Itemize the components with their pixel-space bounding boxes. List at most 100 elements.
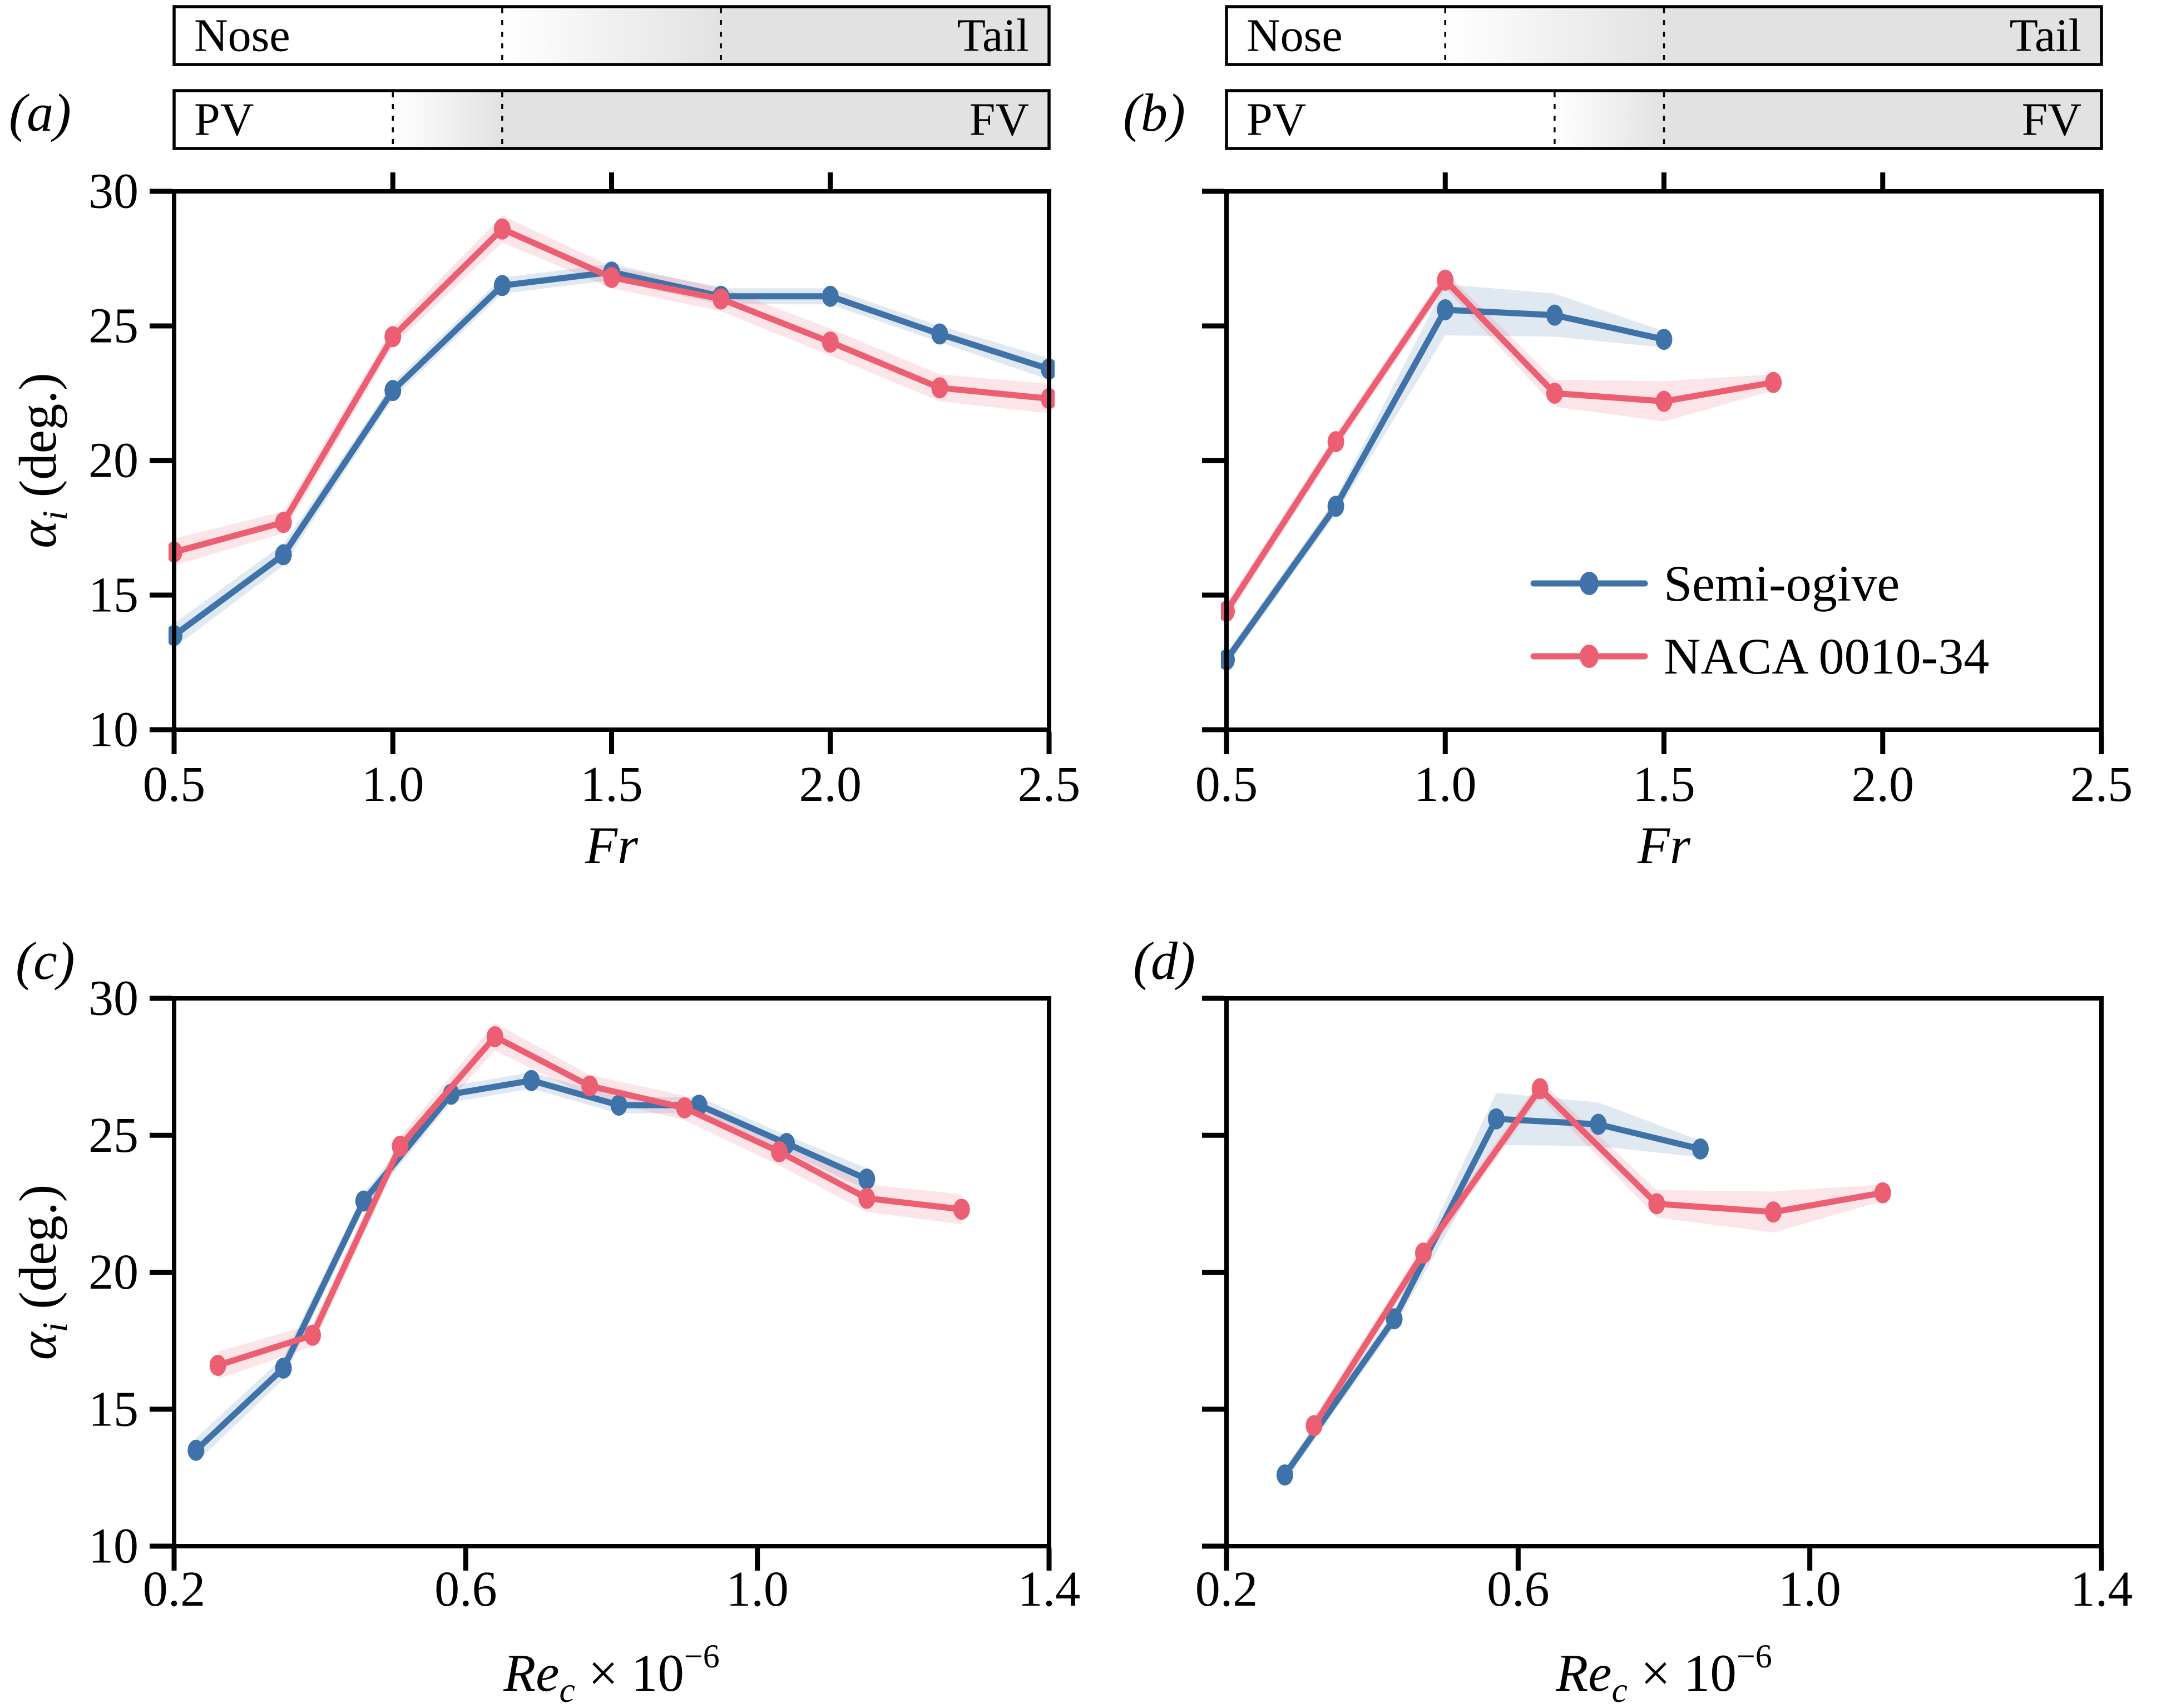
data-point-red — [1531, 1078, 1549, 1100]
x-axis-label-sup: −6 — [1737, 1638, 1772, 1675]
y-tick-label: 15 — [88, 568, 139, 623]
x-tick-label: 1.0 — [1778, 1562, 1841, 1617]
data-point-blue — [822, 285, 839, 307]
panel-letter: (a) — [9, 83, 71, 142]
data-point-red — [858, 1187, 876, 1209]
data-point-blue — [384, 380, 402, 402]
data-point-red — [770, 1141, 788, 1162]
x-axis-label-var: Re — [503, 1643, 559, 1702]
y-axis-label: αi (deg.) — [8, 373, 75, 548]
data-point-red — [931, 377, 948, 399]
data-point-red — [209, 1354, 226, 1376]
y-tick-label: 10 — [88, 1519, 139, 1574]
y-axis-label-sub: i — [35, 511, 75, 521]
x-axis-label-sub: c — [559, 1670, 575, 1708]
bar-right-label: FV — [970, 94, 1029, 146]
data-point-blue — [1546, 304, 1563, 326]
series-band-blue — [196, 1072, 867, 1463]
x-tick-label: 0.5 — [143, 757, 206, 812]
bar-left-label: PV — [1247, 94, 1306, 146]
data-point-red — [1765, 1201, 1782, 1223]
series-line-blue — [1282, 1116, 1704, 1478]
data-point-red — [275, 512, 292, 533]
legend-marker — [1580, 645, 1599, 668]
y-tick-label: 20 — [88, 1245, 139, 1300]
x-tick-label: 0.6 — [434, 1562, 497, 1617]
plot-frame — [172, 189, 1051, 732]
bar-left-label: Nose — [1247, 10, 1343, 62]
y-axis-label-sub: i — [35, 1323, 75, 1333]
data-point-red — [603, 266, 620, 288]
x-tick-label: 1.4 — [1018, 1562, 1081, 1617]
x-tick-label: 1.0 — [362, 757, 424, 812]
x-tick-label: 1.5 — [1633, 757, 1695, 812]
data-point-blue — [1692, 1138, 1709, 1160]
panel-a-chart: Nose Tail PV FV (a) 10 15 20 25 30 0.5 1.0 1.5 2.0 2.5… — [8, 5, 1081, 875]
plot-data-area — [187, 1023, 970, 1463]
data-point-red — [392, 1135, 409, 1157]
data-point-red — [713, 288, 730, 310]
x-tick-label: 0.5 — [1195, 757, 1258, 812]
data-point-blue — [275, 1357, 292, 1379]
y-tick-label: 20 — [88, 433, 139, 488]
data-point-red — [1305, 1415, 1323, 1437]
data-point-blue — [1590, 1113, 1607, 1135]
data-point-blue — [858, 1169, 876, 1190]
data-point-blue — [1437, 299, 1454, 320]
x-axis-label: Rec × 10−6 — [503, 1638, 720, 1708]
x-tick-label: 2.5 — [2070, 757, 2133, 812]
data-point-red — [822, 331, 839, 353]
series-band-red — [1314, 1080, 1883, 1434]
data-point-blue — [1488, 1108, 1505, 1130]
series-band-blue — [174, 264, 1049, 648]
x-axis-label: Fr — [585, 816, 639, 875]
plot-data-area — [1221, 269, 1782, 671]
series-line-blue — [192, 1077, 870, 1454]
data-point-blue — [931, 323, 948, 345]
series-line-blue — [171, 269, 1052, 639]
data-point-blue — [1655, 329, 1673, 350]
series-line-blue — [1223, 306, 1667, 663]
data-point-red — [1327, 431, 1344, 453]
panel-b-chart: Nose Tail PV FV (b) 0.5 1.0 1.5 2.0 2.5 Fr Semi-ogi… — [1123, 5, 2133, 875]
panel-letter: (d) — [1133, 931, 1195, 991]
plot-data-area — [169, 215, 1055, 648]
data-point-blue — [1327, 496, 1344, 517]
data-point-blue — [523, 1070, 540, 1091]
legend: Semi-ogive NACA 0010-34 — [1530, 555, 1989, 685]
y-axis-label-var: α — [8, 1331, 67, 1360]
data-point-red — [304, 1324, 322, 1346]
x-axis-label-var: Re — [1555, 1643, 1611, 1702]
data-point-blue — [355, 1190, 372, 1212]
data-point-red — [676, 1097, 693, 1118]
y-tick-label: 30 — [88, 164, 139, 219]
bar-right-label: FV — [2022, 94, 2081, 146]
data-point-red — [1874, 1182, 1891, 1204]
x-tick-label: 2.0 — [1852, 757, 1915, 812]
legend-label: NACA 0010-34 — [1664, 628, 1989, 685]
x-tick-label: 2.5 — [1018, 757, 1081, 812]
panel-letter: (b) — [1123, 83, 1185, 142]
x-tick-label: 1.5 — [580, 757, 643, 812]
legend-marker — [1580, 572, 1599, 595]
x-tick-label: 1.0 — [1414, 757, 1477, 812]
plot-frame — [1224, 189, 2104, 732]
x-tick-label: 2.0 — [799, 757, 862, 812]
y-tick-label: 25 — [88, 1108, 139, 1163]
y-tick-label: 10 — [88, 702, 139, 758]
y-axis-label-rest: (deg.) — [8, 373, 67, 511]
data-point-red — [1437, 269, 1454, 291]
y-tick-label: 15 — [88, 1382, 139, 1437]
data-point-red — [581, 1075, 599, 1097]
y-axis-label: αi (deg.) — [8, 1185, 75, 1360]
x-tick-label: 1.0 — [726, 1562, 789, 1617]
data-point-red — [1648, 1193, 1665, 1215]
series-line-red — [1223, 277, 1777, 615]
data-point-blue — [187, 1439, 205, 1461]
data-point-red — [493, 218, 511, 240]
x-axis-label-sub: c — [1611, 1670, 1627, 1708]
header-bar-pv-fv — [172, 89, 1051, 150]
panel-d-chart: (d) 0.2 0.6 1.0 1.4 Rec × 10−6 — [1133, 931, 2133, 1708]
data-point-blue — [610, 1095, 627, 1116]
plot-frame — [1224, 996, 2104, 1548]
